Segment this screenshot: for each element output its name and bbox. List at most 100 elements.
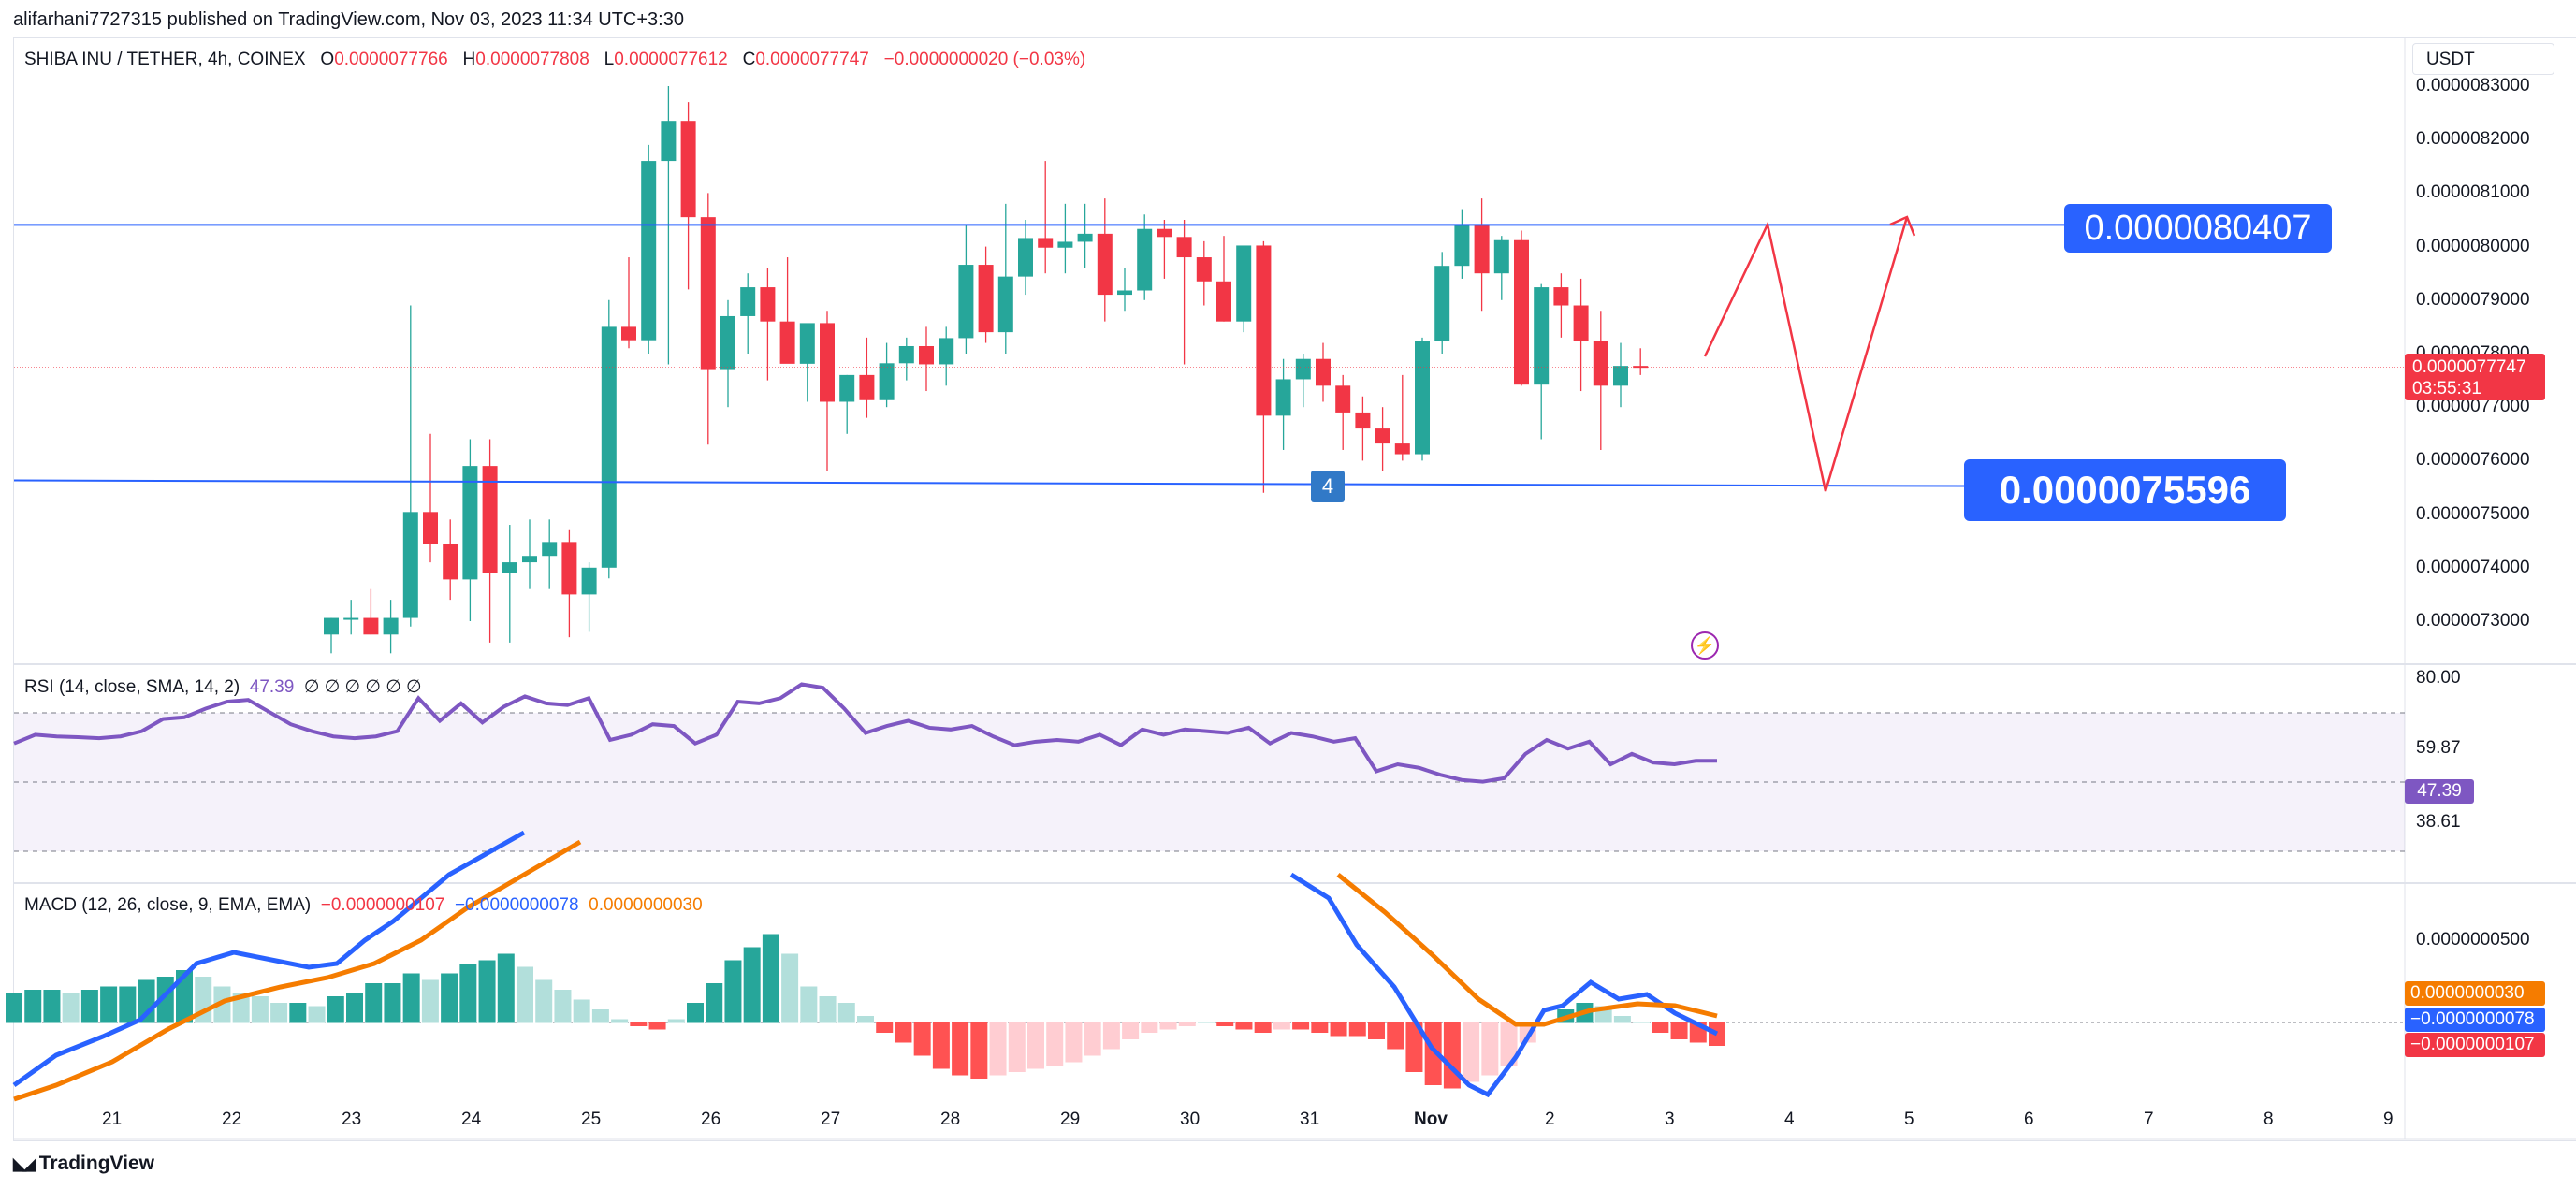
macd-hist-bar — [1481, 1022, 1499, 1076]
candle-body — [1434, 266, 1450, 341]
rsi-legend[interactable]: RSI (14, close, SMA, 14, 2) 47.39 ∅ ∅ ∅ … — [24, 676, 422, 698]
price-axis-label: 0.0000073000 — [2416, 611, 2530, 631]
macd-hist-bar — [441, 973, 458, 1023]
brand-name: TradingView — [38, 1153, 155, 1174]
level-label-lower[interactable]: 0.0000075596 — [1964, 459, 2286, 521]
macd-legend[interactable]: MACD (12, 26, close, 9, EMA, EMA) −0.000… — [24, 895, 703, 916]
macd-hist-bar — [1292, 1022, 1310, 1030]
candle-body — [1018, 238, 1033, 277]
candle-body — [1196, 257, 1212, 282]
macd-hist-bar — [591, 1009, 609, 1023]
macd-hist-bar — [724, 960, 742, 1023]
candle-body — [740, 287, 756, 316]
candle-body — [779, 321, 795, 364]
current-price-tag: 0.0000077747 03:55:31 — [2405, 354, 2545, 400]
low-value: 0.0000077612 — [614, 50, 728, 69]
macd-hist-tag: −0.0000000107 — [2405, 1033, 2545, 1057]
time-axis-label: 8 — [2263, 1109, 2274, 1129]
candle-body — [820, 323, 835, 402]
candle-body — [1355, 412, 1371, 429]
macd-hist-bar — [1368, 1022, 1385, 1039]
candle-body — [1236, 245, 1252, 322]
candle-body — [1375, 428, 1390, 444]
candle-body — [1474, 225, 1490, 274]
time-axis-label: 25 — [581, 1109, 602, 1129]
candle-body — [542, 542, 558, 557]
macd-hist-bar — [119, 986, 137, 1023]
tradingview-logo[interactable]: ◣◢ TradingView — [13, 1153, 154, 1175]
candle-body — [720, 315, 735, 370]
macd-hist-bar — [1122, 1022, 1140, 1039]
signal-line — [1336, 873, 1718, 1027]
candle-body — [641, 161, 657, 341]
rsi-axis-mid: 59.87 — [2416, 738, 2461, 758]
price-axis-label: 0.0000079000 — [2416, 289, 2530, 310]
lightning-icon[interactable]: ⚡ — [1691, 631, 1719, 660]
rsi-value: 47.39 — [249, 677, 295, 697]
candle-body — [1415, 341, 1430, 455]
candle-body — [324, 617, 339, 635]
high-label: H — [462, 50, 476, 69]
macd-hist-bar — [6, 993, 22, 1023]
macd-hist-bar — [459, 964, 477, 1023]
macd-hist-bar — [952, 1022, 969, 1076]
macd-hist-bar — [100, 986, 118, 1023]
macd-hist-bar — [1613, 1016, 1631, 1023]
macd-hist-bar — [1405, 1022, 1423, 1072]
candle-body — [1553, 287, 1569, 306]
macd-hist-bar — [1443, 1022, 1461, 1089]
symbol-title[interactable]: SHIBA INU / TETHER, 4h, COINEX — [24, 50, 306, 69]
macd-hist-bar — [1500, 1022, 1518, 1066]
current-price: 0.0000077747 — [2412, 357, 2526, 377]
high-value: 0.0000077808 — [475, 50, 589, 69]
projection-arrowhead — [1889, 215, 1916, 237]
event-marker[interactable]: 4 — [1311, 471, 1345, 502]
candle-body — [1454, 225, 1470, 267]
candle-body — [1335, 385, 1351, 413]
change-value: −0.0000000020 (−0.03%) — [883, 50, 1086, 69]
countdown: 03:55:31 — [2412, 379, 2481, 399]
level-label-upper[interactable]: 0.0000080407 — [2064, 204, 2332, 253]
macd-hist-bar — [876, 1022, 894, 1033]
macd-hist-bar — [989, 1022, 1007, 1076]
publisher-line: alifarhani7727315 published on TradingVi… — [13, 9, 684, 30]
price-axis-label: 0.0000077000 — [2416, 397, 2530, 417]
macd-hist-bar — [706, 983, 723, 1023]
rsi-axis-top: 80.00 — [2416, 668, 2461, 688]
open-label: O — [320, 50, 335, 69]
macd-hist-bar — [648, 1022, 666, 1030]
currency-button[interactable]: USDT — [2412, 43, 2554, 75]
candle-body — [561, 542, 577, 595]
macd-hist-bar — [1141, 1022, 1158, 1033]
macd-hist-bar — [1652, 1022, 1669, 1033]
candle-body — [1216, 281, 1231, 322]
macd-line-value: −0.0000000078 — [454, 895, 579, 915]
candle-body — [383, 617, 399, 635]
macd-hist-bar — [421, 979, 439, 1023]
candle-body — [1157, 228, 1172, 238]
macd-signal-value: 0.0000000030 — [589, 895, 703, 915]
macd-hist-bar — [1670, 1022, 1688, 1039]
macd-hist-bar — [478, 960, 496, 1023]
time-axis-label: 23 — [342, 1109, 362, 1129]
candle-body — [939, 338, 954, 365]
time-axis-label: 29 — [1060, 1109, 1081, 1129]
rsi-band — [14, 713, 2405, 851]
signal-line — [13, 839, 582, 1102]
candle-body — [1633, 366, 1649, 369]
low-label: L — [604, 50, 615, 69]
candle-body — [1256, 245, 1272, 416]
candle-body — [839, 374, 855, 402]
macd-hist-bar — [308, 1006, 326, 1023]
candle-body — [898, 345, 914, 364]
time-axis-label: Nov — [1414, 1109, 1448, 1129]
chart-container[interactable] — [13, 37, 2576, 1141]
price-axis-label: 0.0000080000 — [2416, 236, 2530, 256]
candle-body — [799, 323, 815, 364]
candle-body — [1057, 241, 1073, 248]
time-axis-label: 27 — [821, 1109, 841, 1129]
macd-hist-bar — [1254, 1022, 1272, 1033]
candle-body — [363, 617, 379, 635]
macd-hist-bar — [80, 990, 98, 1023]
